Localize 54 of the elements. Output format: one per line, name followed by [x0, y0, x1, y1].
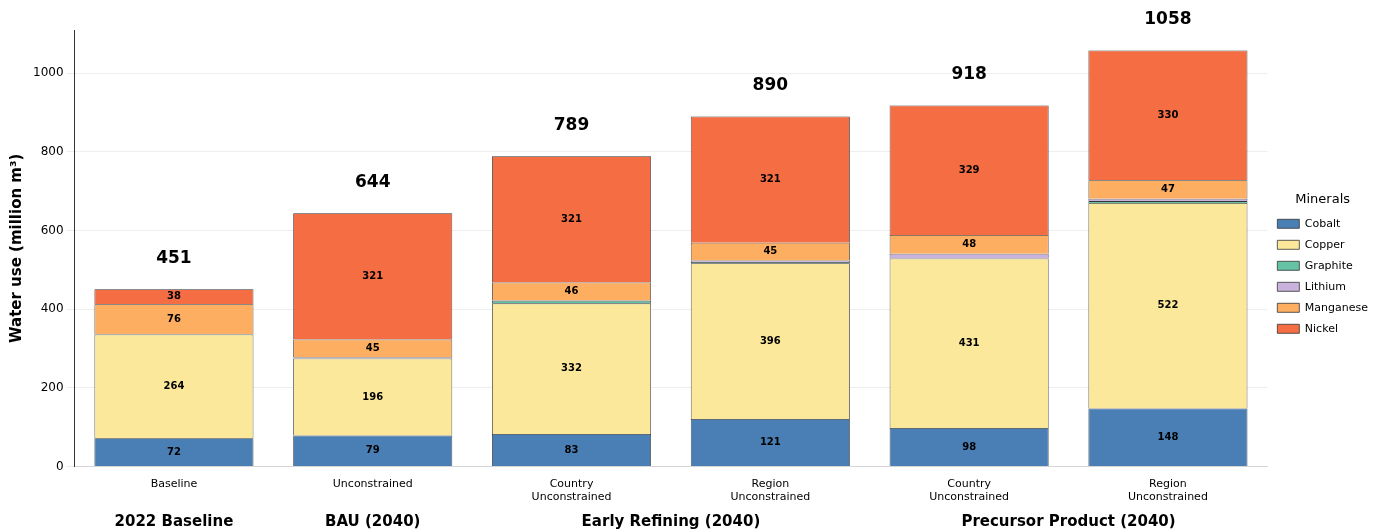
data-label: 329	[958, 163, 980, 175]
y-tick-label: 800	[40, 144, 64, 159]
data-label: 332	[561, 362, 583, 374]
data-label: 522	[1157, 299, 1179, 311]
y-tick-label: 400	[40, 301, 64, 316]
data-label: 47	[1160, 183, 1175, 195]
data-label: 196	[362, 390, 384, 402]
data-label: 264	[163, 379, 185, 391]
total-label: 451	[156, 247, 192, 268]
data-label: 83	[564, 443, 579, 455]
data-label: 148	[1157, 430, 1179, 442]
y-axis-title: Water use (million m³)	[6, 153, 25, 344]
text: BAU (2040)	[325, 512, 421, 531]
data-label: 396	[759, 334, 781, 346]
total-label: 789	[553, 114, 590, 135]
total-label: 918	[951, 63, 987, 84]
x-tick-label: Region Unconstrained	[1128, 477, 1208, 504]
data-label: 72	[166, 445, 181, 457]
x-tick-label: Region Unconstrained	[730, 477, 811, 504]
x-tick-label: Baseline	[150, 477, 198, 491]
y-tick-label: 0	[55, 458, 64, 473]
x-tick-label: Unconstrained	[332, 477, 413, 491]
legend-label: Graphite	[1304, 258, 1353, 272]
legend-title: Minerals	[1295, 190, 1351, 206]
data-label: 46	[564, 285, 579, 297]
data-label: 321	[362, 270, 384, 282]
text: Early Refining (2040)	[581, 512, 761, 531]
data-label: 321	[759, 173, 781, 185]
y-tick-label: 600	[40, 222, 64, 237]
data-label: 48	[962, 237, 977, 249]
data-label: 121	[759, 436, 781, 448]
data-label: 79	[365, 444, 380, 456]
total-label: 1058	[1144, 8, 1192, 29]
data-label: 45	[763, 245, 778, 257]
data-label: 38	[166, 290, 181, 302]
legend-label: Cobalt	[1304, 216, 1342, 230]
data-label: 76	[166, 312, 181, 324]
data-label: 321	[561, 212, 583, 224]
text: 2022 Baseline	[114, 512, 234, 531]
legend-label: Copper	[1304, 237, 1345, 251]
x-tick-label: Country Unconstrained	[929, 477, 1010, 504]
legend-label: Nickel	[1304, 321, 1338, 335]
total-label: 890	[752, 74, 789, 95]
y-tick-label: 200	[40, 380, 64, 395]
legend-label: Manganese	[1304, 300, 1369, 314]
data-label: 330	[1157, 108, 1179, 120]
total-label: 644	[354, 171, 391, 192]
x-tick-label: Country Unconstrained	[531, 477, 612, 504]
legend-label: Lithium	[1304, 279, 1347, 293]
data-label: 431	[958, 336, 980, 348]
data-label: 98	[962, 440, 977, 452]
text: Precursor Product (2040)	[961, 512, 1176, 531]
data-label: 45	[365, 342, 380, 353]
y-tick-label: 1000	[32, 65, 64, 80]
